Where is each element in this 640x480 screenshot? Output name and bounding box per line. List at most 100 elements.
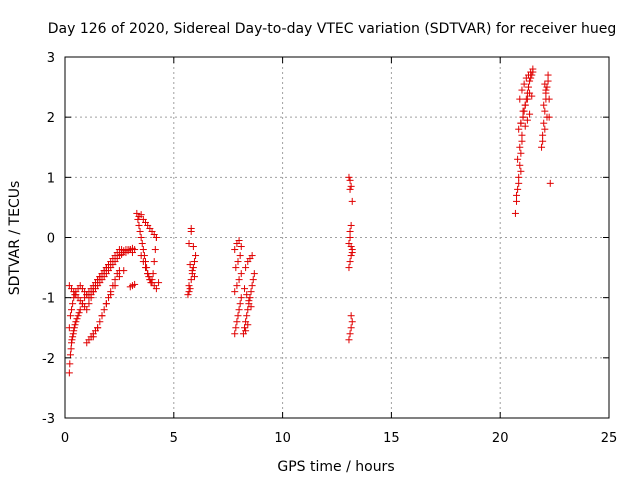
data-point (346, 227, 354, 235)
data-point (85, 300, 93, 308)
data-point (243, 291, 251, 299)
data-point (234, 312, 242, 320)
data-point (186, 261, 194, 269)
data-point (65, 324, 73, 332)
data-point (345, 173, 353, 181)
data-point (142, 264, 150, 272)
data-point (247, 303, 255, 311)
data-point (523, 95, 531, 103)
data-point (346, 258, 354, 266)
data-point (137, 211, 145, 219)
data-point (520, 80, 528, 88)
data-point (152, 234, 160, 241)
data-point (539, 131, 547, 139)
data-point (237, 270, 245, 278)
data-point (246, 294, 254, 302)
y-tick-label: -1 (42, 292, 55, 307)
data-point (102, 300, 110, 308)
data-point (136, 227, 144, 235)
data-point (192, 252, 200, 260)
data-point (539, 137, 547, 145)
data-point (518, 137, 526, 145)
data-point (231, 330, 239, 338)
data-point (345, 336, 353, 344)
data-point (241, 324, 249, 332)
data-point (540, 101, 548, 109)
data-point (151, 246, 159, 254)
data-point (521, 122, 529, 130)
data-point (187, 276, 195, 284)
data-point (545, 113, 553, 121)
x-axis-label: GPS time / hours (277, 459, 394, 475)
data-point (515, 173, 523, 181)
data-point (545, 95, 553, 103)
data-point (232, 324, 240, 332)
data-point (138, 240, 146, 248)
data-point (245, 297, 253, 305)
data-point (139, 246, 147, 254)
data-point (237, 294, 245, 302)
y-tick-label: 3 (47, 51, 55, 66)
data-point (518, 131, 526, 139)
data-point (66, 351, 74, 359)
data-point (544, 71, 552, 79)
data-point (348, 197, 356, 205)
data-point (542, 86, 550, 94)
data-point (347, 221, 355, 229)
data-point (235, 237, 243, 245)
data-point (137, 252, 145, 260)
data-point (75, 309, 83, 317)
x-tick-label: 10 (274, 431, 291, 446)
x-tick-label: 20 (492, 431, 509, 446)
data-point (144, 270, 152, 278)
data-point (234, 258, 242, 266)
chart-title: Day 126 of 2020, Sidereal Day-to-day VTE… (48, 21, 616, 37)
data-point (68, 336, 76, 344)
x-tick-label: 5 (170, 431, 178, 446)
data-point (87, 294, 95, 302)
data-point (83, 306, 91, 314)
y-tick-label: 2 (47, 111, 55, 126)
data-point (231, 246, 239, 254)
data-point (74, 312, 82, 320)
axis-ticks: 0 5 10 15 20 25 -3 -2 -1 0 1 2 3 (42, 51, 617, 446)
data-point (241, 285, 249, 293)
data-point (243, 312, 251, 320)
data-point (515, 179, 523, 187)
data-point (111, 276, 119, 284)
data-point (66, 360, 74, 368)
data-point (523, 116, 531, 124)
data-point (513, 191, 521, 199)
data-point (188, 267, 196, 275)
data-point (514, 185, 522, 193)
data-point (128, 244, 136, 252)
data-point (68, 306, 76, 314)
data-point (514, 155, 522, 163)
data-point (524, 83, 532, 91)
data-point (249, 276, 257, 284)
data-point (516, 161, 524, 169)
y-tick-label: 0 (47, 232, 55, 247)
data-point (541, 80, 549, 88)
data-point (247, 288, 255, 296)
data-point (519, 107, 527, 115)
data-point (185, 282, 193, 290)
data-point (232, 264, 240, 272)
data-point (528, 92, 536, 100)
data-point (511, 209, 519, 217)
data-point (66, 312, 74, 320)
data-point (184, 291, 192, 299)
y-axis-label: SDTVAR / TECUs (7, 181, 23, 296)
data-point (244, 321, 252, 329)
data-point (526, 110, 534, 118)
data-point (516, 143, 524, 151)
data-point (150, 258, 158, 266)
data-point (76, 306, 84, 314)
y-tick-label: -3 (42, 412, 55, 427)
data-point (526, 77, 534, 85)
data-point (538, 143, 546, 151)
data-point (98, 312, 106, 320)
data-point (346, 330, 354, 338)
data-point (73, 315, 81, 323)
x-tick-label: 0 (61, 431, 69, 446)
